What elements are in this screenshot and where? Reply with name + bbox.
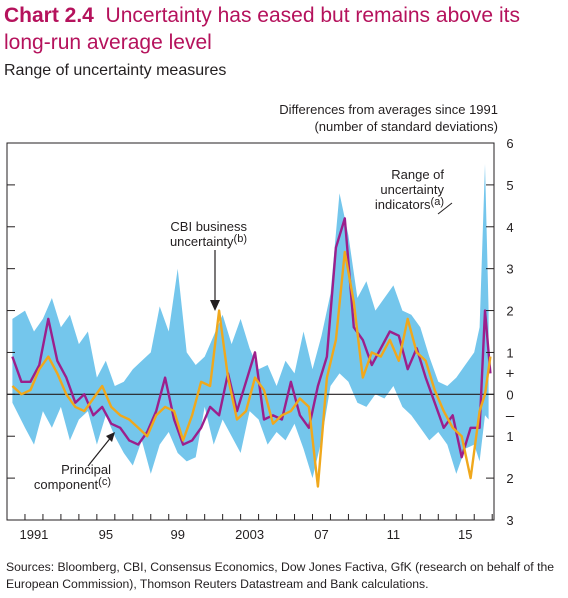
principal-arrow-shaft <box>87 435 113 467</box>
y-tick-label: 1 <box>506 429 513 444</box>
cbi-arrowhead <box>210 300 220 311</box>
range-band <box>12 163 489 479</box>
range-annotation-text: Range of <box>391 167 444 182</box>
y-tick-label: 2 <box>506 304 513 319</box>
x-tick-label: 95 <box>99 527 113 542</box>
cbi-annotation-text: CBI business <box>170 219 247 234</box>
y-tick-label: 0 <box>506 387 513 402</box>
plot-frame <box>6 142 495 521</box>
y-tick-label: 2 <box>506 471 513 486</box>
y-tick-label: 4 <box>506 220 513 235</box>
cbi-business-line <box>11 250 492 488</box>
cbi-annotation-footnote-mark: (b) <box>234 233 247 245</box>
y-axis-label: Differences from averages since 1991 (nu… <box>279 101 498 135</box>
y-tick-label: 1 <box>506 345 513 360</box>
x-tick-label: 15 <box>458 527 472 542</box>
range-annotation-text: indicators(a) <box>375 196 444 212</box>
x-tick-label: 07 <box>314 527 328 542</box>
cbi-annotation-text: uncertainty(b) <box>170 233 247 249</box>
principal-arrowhead <box>106 432 115 442</box>
principal-annotation-text: component(c) <box>34 476 111 492</box>
principal-annotation-text: Principal <box>61 462 111 477</box>
y-axis-label-line2: (number of standard deviations) <box>314 119 498 134</box>
y-tick-label: 6 <box>506 136 513 151</box>
sources-note: Sources: Bloomberg, CBI, Consensus Econo… <box>6 560 555 591</box>
y-tick-label: 5 <box>506 178 513 193</box>
y-axis-label-line1: Differences from averages since 1991 <box>279 102 498 117</box>
x-tick-label: 2003 <box>235 527 264 542</box>
y-sign-minus: – <box>506 407 515 424</box>
range-annotation-footnote-mark: (a) <box>431 196 444 208</box>
principal-annotation-footnote-mark: (c) <box>98 476 111 488</box>
range-leader-line <box>437 202 453 215</box>
chart-subtitle: Range of uncertainty measures <box>4 62 227 79</box>
y-tick-label: 3 <box>506 513 513 528</box>
x-tick-label: 11 <box>387 527 401 542</box>
chart-number: Chart 2.4 <box>4 4 94 27</box>
range-annotation-text: uncertainty <box>380 182 444 197</box>
chart-title-text: Uncertainty has eased but remains above … <box>4 4 520 54</box>
x-tick-label: 99 <box>170 527 184 542</box>
x-tick-label: 1991 <box>19 527 48 542</box>
y-tick-label: 3 <box>506 262 513 277</box>
y-sign-plus: + <box>506 365 515 382</box>
chart-title: Chart 2.4 Uncertainty has eased but rema… <box>4 2 564 56</box>
